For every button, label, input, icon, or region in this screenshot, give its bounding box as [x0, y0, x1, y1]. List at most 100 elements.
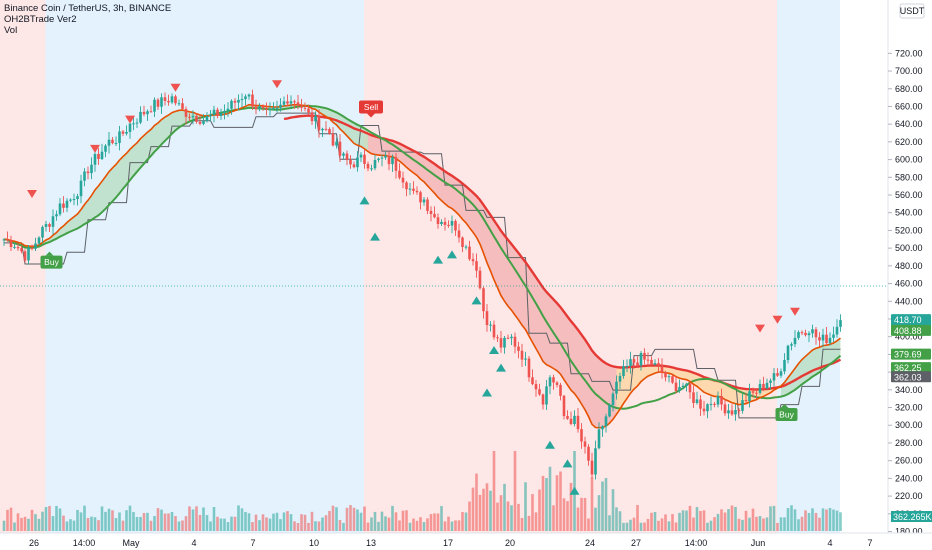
volume-bar	[405, 510, 408, 531]
candle-body	[650, 359, 653, 365]
candle	[499, 331, 503, 353]
candle-body	[471, 259, 475, 262]
candle	[576, 408, 580, 433]
x-tick-label: 4	[827, 538, 832, 548]
volume-bar	[702, 510, 706, 531]
candle	[149, 105, 153, 113]
volume-bar	[615, 507, 618, 531]
candle	[520, 343, 524, 367]
volume-bar	[247, 513, 251, 531]
candle-body	[247, 94, 251, 97]
candle-body	[293, 101, 296, 103]
volume-bar	[629, 519, 632, 531]
candle-body	[44, 224, 48, 227]
volume-bar	[730, 505, 734, 531]
candle	[464, 244, 468, 250]
candle	[510, 334, 513, 346]
volume-bar	[27, 518, 30, 531]
candle	[517, 341, 520, 359]
volume-bar	[419, 517, 422, 531]
volume-bar	[160, 509, 163, 531]
candle	[443, 217, 447, 231]
volume-bar	[464, 512, 468, 531]
candle-body	[821, 334, 825, 341]
candle	[744, 392, 748, 404]
x-tick-label: 4	[191, 538, 196, 548]
indicator-title[interactable]: OH2BTrade Ver2	[4, 14, 77, 25]
volume-bar	[62, 515, 65, 531]
candle	[321, 127, 324, 138]
volume-bar	[520, 517, 524, 531]
candle-body	[758, 383, 762, 393]
candle-body	[779, 371, 783, 376]
candle	[289, 95, 293, 109]
candle-body	[282, 101, 286, 105]
volume-bar	[237, 505, 240, 531]
currency-button[interactable]: USDT	[899, 3, 925, 19]
support-triangle-icon	[496, 363, 506, 372]
candle-body	[597, 429, 601, 449]
y-tick-label: 680.00	[895, 84, 923, 94]
candle	[114, 136, 118, 146]
candle-body	[615, 381, 618, 394]
candle	[366, 161, 370, 172]
x-tick-label: 17	[443, 538, 453, 548]
volume-bar	[303, 514, 307, 531]
trailing-stop-line	[4, 112, 841, 419]
candle	[191, 110, 195, 125]
price-axis[interactable]: 180.00200.00220.00240.00260.00280.00300.…	[887, 0, 932, 550]
candle-body	[583, 441, 587, 447]
candle	[205, 112, 209, 123]
y-tick-label: 300.00	[895, 420, 923, 430]
candle	[279, 98, 282, 112]
candle-body	[692, 392, 695, 403]
candle-body	[569, 418, 573, 425]
volume-bar	[489, 490, 492, 531]
candle	[839, 314, 842, 332]
candle-body	[618, 375, 622, 382]
volume-bar	[744, 510, 748, 531]
candle	[709, 396, 713, 411]
volume-bar	[545, 478, 548, 531]
volume-bar	[324, 515, 328, 531]
candle	[286, 94, 289, 107]
candle-body	[800, 332, 804, 334]
candle	[349, 155, 352, 169]
y-tick-label: 580.00	[895, 172, 923, 182]
candle-body	[188, 116, 191, 118]
volume-bar	[198, 514, 202, 531]
candle	[83, 168, 86, 187]
candle-body	[118, 131, 121, 144]
volume-bar	[86, 518, 90, 531]
candle	[485, 304, 489, 332]
candle	[433, 206, 436, 219]
candle-body	[237, 99, 240, 103]
volume-title[interactable]: Vol	[4, 25, 18, 36]
volume-bar	[65, 521, 69, 531]
candle-body	[72, 199, 76, 201]
x-tick-label: 24	[585, 538, 595, 548]
symbol-title[interactable]: Binance Coin / TetherUS, 3h, BINANCE	[4, 3, 172, 14]
resistance-triangle-icon	[90, 144, 100, 153]
candle-body	[111, 139, 114, 144]
candle-body	[534, 384, 538, 390]
candle	[156, 97, 160, 110]
price-tag: 362.25	[891, 362, 931, 374]
time-axis[interactable]: 26 14:00 May 4 7 10 13 17 20 24 27 14:00 Jun 4 7	[0, 532, 932, 550]
price-tag-value: 418.70	[894, 315, 922, 325]
candle	[643, 348, 646, 365]
candle	[41, 225, 44, 243]
candle-body	[366, 163, 370, 169]
x-tick-label: Jun	[751, 538, 766, 548]
candle	[492, 320, 496, 340]
candle-body	[447, 224, 450, 226]
candle	[720, 388, 723, 411]
volume-bar	[513, 451, 517, 531]
price-tags: 418.7001:04:39408.88379.69362.25362.0336…	[891, 314, 932, 522]
candle-body	[412, 188, 415, 191]
candle	[800, 330, 804, 336]
volume-bar	[552, 505, 555, 531]
candle-body	[321, 128, 324, 131]
candle-body	[240, 99, 244, 101]
